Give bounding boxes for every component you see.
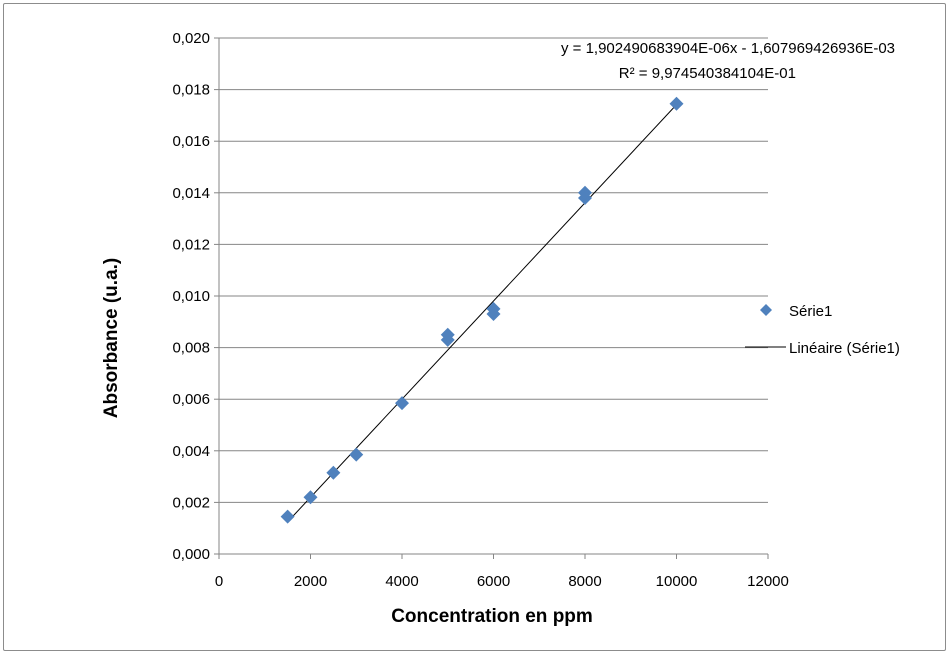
- data-point: [349, 447, 364, 462]
- y-tick-label: 0,016: [172, 133, 210, 150]
- x-tick-label: 8000: [568, 573, 601, 590]
- data-point: [280, 509, 295, 524]
- y-axis-title: Absorbance (u.a.): [101, 258, 122, 418]
- legend-label-trendline: Linéaire (Série1): [789, 340, 900, 357]
- data-point: [303, 490, 318, 505]
- x-tick-label: 2000: [294, 573, 327, 590]
- trendline: [287, 104, 677, 523]
- data-point: [440, 327, 455, 342]
- chart-frame: [3, 3, 946, 651]
- x-axis-title: Concentration en ppm: [391, 606, 593, 627]
- y-tick-label: 0,000: [172, 546, 210, 563]
- data-point: [326, 465, 341, 480]
- x-tick-label: 12000: [747, 573, 789, 590]
- x-tick-labels: 0 2000 4000 6000 8000 10000 12000: [215, 573, 789, 590]
- y-tick-label: 0,002: [172, 494, 210, 511]
- y-tick-label: 0,014: [172, 185, 210, 202]
- y-tick-label: 0,004: [172, 443, 210, 460]
- legend-diamond-icon: [760, 304, 772, 316]
- y-tick-label: 0,010: [172, 288, 210, 305]
- x-tick-label: 4000: [385, 573, 418, 590]
- y-tick-label: 0,018: [172, 82, 210, 99]
- data-points: [280, 96, 684, 524]
- trendline-equation: y = 1,902490683904E-06x - 1,607969426936…: [561, 40, 895, 57]
- trendline-layer: [287, 104, 677, 523]
- x-tick-label: 6000: [477, 573, 510, 590]
- y-tick-label: 0,020: [172, 30, 210, 47]
- y-tick-labels: 0,000 0,002 0,004 0,006 0,008 0,010 0,012 0,014…: [172, 30, 210, 563]
- data-point: [669, 96, 684, 111]
- gridlines: [219, 37, 768, 503]
- y-tick-label: 0,008: [172, 340, 210, 357]
- x-tick-label: 0: [215, 573, 223, 590]
- legend: Série1 Linéaire (Série1): [745, 303, 900, 357]
- data-point: [486, 301, 501, 316]
- data-point: [395, 396, 409, 411]
- data-point: [578, 185, 592, 200]
- y-tick-label: 0,006: [172, 391, 210, 408]
- axes: [214, 37, 769, 559]
- x-tick-label: 10000: [656, 573, 698, 590]
- trendline-r-squared: R² = 9,974540384104E-01: [619, 65, 796, 82]
- legend-label-series: Série1: [789, 303, 832, 320]
- y-tick-label: 0,012: [172, 236, 210, 253]
